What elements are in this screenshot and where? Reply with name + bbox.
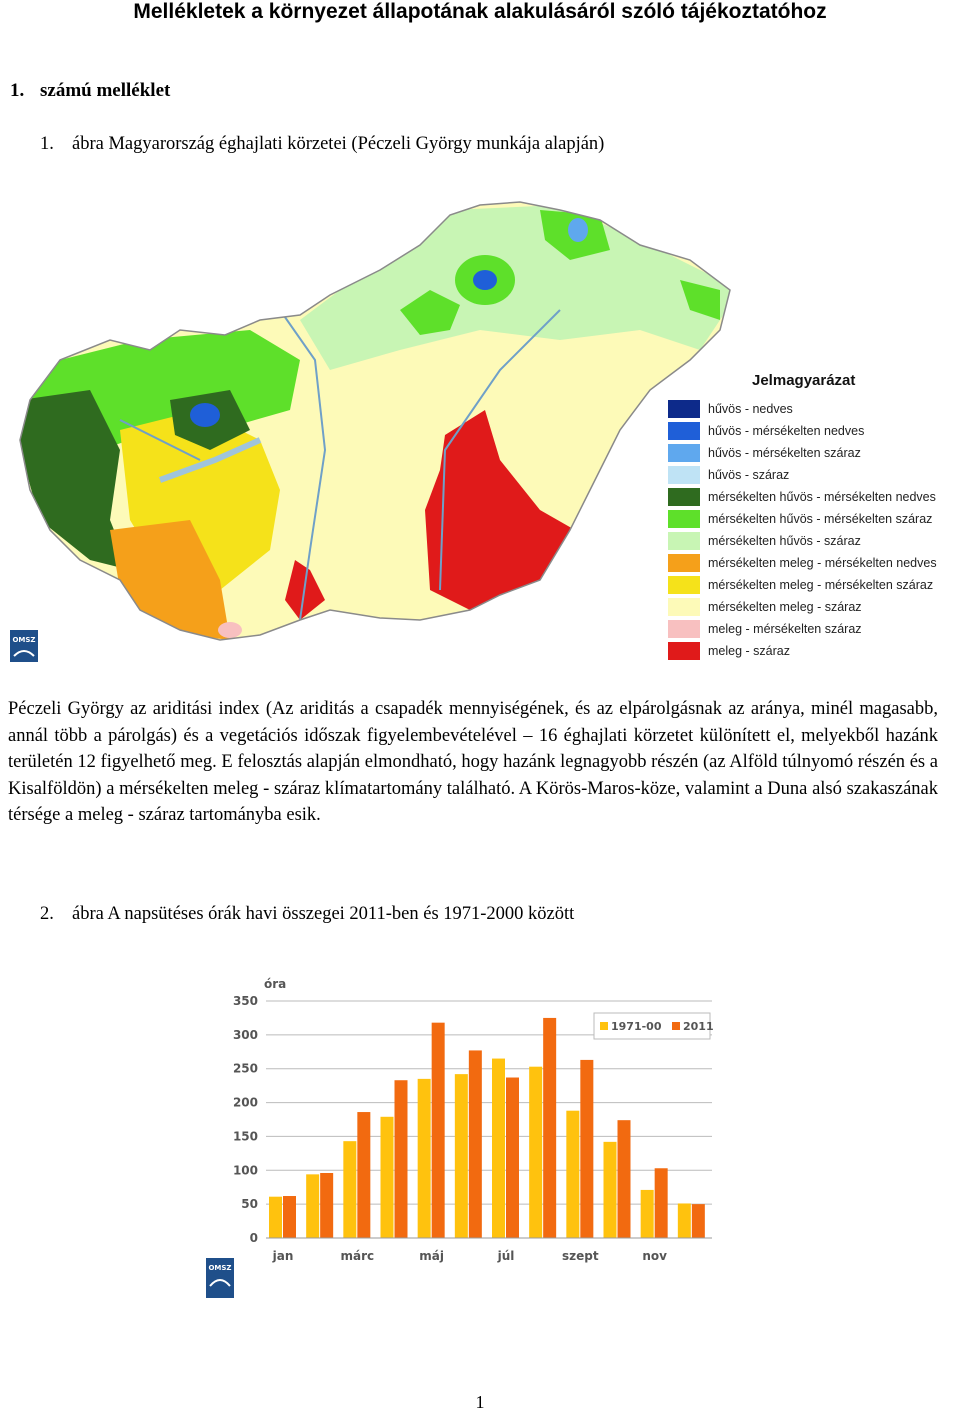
legend-label: mérsékelten hűvös - száraz — [708, 534, 861, 548]
x-tick-label: jan — [272, 1249, 294, 1263]
annex-label: számú melléklet — [40, 80, 171, 101]
y-tick-label: 100 — [233, 1163, 258, 1177]
bar-current-10 — [654, 1168, 668, 1238]
bar-current-6 — [506, 1077, 519, 1238]
climate-map-figure: OMSZ Jelmagyarázat hűvös - nedves hűvös -… — [0, 190, 960, 670]
x-tick-label: máj — [419, 1249, 444, 1263]
document-title: Mellékletek a környezet állapotának alak… — [133, 0, 827, 23]
legend-title: Jelmagyarázat — [752, 372, 855, 389]
chart-omsz-logo-text: OMSZ — [208, 1264, 231, 1272]
x-tick-label: nov — [642, 1249, 667, 1263]
bar-current-9 — [617, 1120, 631, 1238]
bar-current-1 — [320, 1172, 334, 1238]
legend-swatch — [668, 510, 700, 528]
figure2-number: 2. — [40, 904, 54, 924]
y-tick-label: 150 — [233, 1129, 258, 1143]
bar-baseline-5 — [454, 1074, 468, 1238]
bar-current-5 — [468, 1050, 482, 1238]
x-tick-label: szept — [562, 1249, 599, 1263]
y-axis-label: óra — [264, 977, 286, 991]
y-tick-label: 350 — [233, 994, 258, 1008]
x-tick-label: márc — [341, 1249, 375, 1263]
y-tick-label: 250 — [233, 1062, 258, 1076]
y-tick-label: 0 — [250, 1231, 258, 1245]
legend-swatch — [668, 444, 700, 462]
figure2-caption-text: ábra A napsütéses órák havi összegei 201… — [72, 904, 575, 924]
legend-swatch — [668, 576, 700, 594]
legend-label: mérsékelten hűvös - mérsékelten nedves — [708, 490, 936, 504]
chart-omsz-logo: OMSZ — [206, 1258, 234, 1298]
legend-label: hűvös - száraz — [708, 468, 789, 482]
legend-swatch — [668, 598, 700, 616]
bar-current-4 — [431, 1022, 445, 1238]
bar-baseline-6 — [492, 1058, 505, 1238]
y-tick-label: 200 — [233, 1096, 258, 1110]
legend-label: mérsékelten meleg - száraz — [708, 600, 862, 614]
sunshine-chart-svg: óra 0 50 100 150 200 250 300 350 jan márc máj júl s… — [206, 977, 714, 1298]
figure1-caption: 1. ábra Magyarország éghajlati körzetei (… — [40, 134, 604, 155]
chart-legend: 1971-00 2011 — [593, 1012, 714, 1040]
bar-baseline-8 — [566, 1110, 580, 1238]
legend-label: mérsékelten meleg - mérsékelten nedves — [708, 556, 937, 570]
legend-label: hűvös - mérsékelten száraz — [708, 446, 861, 460]
y-tick-label: 300 — [233, 1028, 258, 1042]
bar-baseline-2 — [343, 1141, 357, 1238]
bar-current-8 — [580, 1059, 594, 1238]
legend-swatch — [668, 642, 700, 660]
bar-current-7 — [543, 1017, 557, 1238]
bar-baseline-4 — [417, 1078, 431, 1238]
bar-baseline-7 — [529, 1066, 543, 1238]
bar-current-0 — [283, 1196, 296, 1238]
bar-current-3 — [394, 1080, 408, 1238]
figure1-number: 1. — [40, 134, 54, 154]
legend-swatch — [668, 422, 700, 440]
legend-label: hűvös - nedves — [708, 402, 793, 416]
legend-swatch — [668, 554, 700, 572]
omsz-logo: OMSZ — [10, 630, 38, 662]
figure1-caption-text: ábra Magyarország éghajlati körzetei (Pé… — [72, 134, 605, 154]
legend-swatch-1 — [672, 1022, 680, 1030]
bar-baseline-11 — [677, 1203, 691, 1238]
legend-label: hűvös - mérsékelten nedves — [708, 424, 864, 438]
climate-map: OMSZ Jelmagyarázat hűvös - nedves hűvös -… — [10, 201, 937, 662]
legend-swatch-0 — [600, 1022, 608, 1030]
legend-label: mérsékelten hűvös - mérsékelten száraz — [708, 512, 932, 526]
figure2-caption: 2. ábra A napsütéses órák havi összegei 2… — [40, 904, 574, 925]
annex-number: 1. — [10, 80, 25, 101]
legend-series-label: 1971-00 — [611, 1020, 662, 1033]
map-legend: Jelmagyarázat hűvös - nedves hűvös - mérs… — [668, 372, 937, 660]
legend-swatch — [668, 400, 700, 418]
legend-swatch — [668, 488, 700, 506]
omsz-logo-text: OMSZ — [12, 636, 35, 644]
legend-label: meleg - mérsékelten száraz — [708, 622, 862, 636]
bar-baseline-0 — [269, 1196, 282, 1238]
bar-baseline-1 — [306, 1174, 320, 1238]
y-tick-label: 50 — [241, 1197, 258, 1211]
legend-swatch — [668, 620, 700, 638]
bar-current-2 — [357, 1112, 371, 1238]
x-tick-label: júl — [497, 1249, 515, 1263]
bar-baseline-9 — [603, 1141, 617, 1238]
body-paragraph: Péczeli György az ariditási index (Az ar… — [8, 699, 938, 825]
page-number: 1 — [475, 1392, 485, 1412]
legend-box — [593, 1012, 711, 1040]
sunshine-chart: óra 0 50 100 150 200 250 300 350 jan márc máj júl s… — [196, 968, 726, 1308]
bar-baseline-3 — [380, 1116, 394, 1238]
legend-swatch — [668, 532, 700, 550]
legend-swatch — [668, 466, 700, 484]
legend-label: mérsékelten meleg - mérsékelten száraz — [708, 578, 933, 592]
legend-series-label: 2011 — [683, 1020, 714, 1033]
bar-current-11 — [691, 1204, 705, 1238]
annex-heading: 1. számú melléklet — [10, 80, 170, 102]
legend-label: meleg - száraz — [708, 644, 790, 658]
bar-baseline-10 — [640, 1189, 654, 1238]
